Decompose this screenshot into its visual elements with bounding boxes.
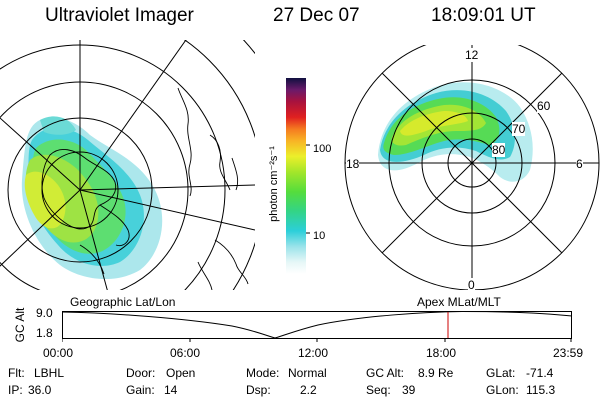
info-glon-value: 115.3	[526, 383, 556, 397]
timeline-xtick-3: 18:00	[426, 346, 457, 360]
info-dsp-key: Dsp:	[246, 383, 271, 397]
magnetic-polar-map	[344, 45, 600, 290]
info-ip-value: 36.0	[28, 383, 52, 397]
colorbar-gradient	[286, 78, 306, 274]
header-date: 27 Dec 07	[273, 5, 360, 26]
info-gcalt-key: GC Alt:	[366, 366, 405, 380]
timeline-xtick-4: 23:59	[553, 346, 584, 360]
info-flt-key: Flt:	[8, 366, 25, 380]
geo-panel-caption: Geographic Lat/Lon	[70, 295, 176, 309]
info-gain-value: 14	[164, 383, 178, 397]
mlt-label-0: 0	[468, 278, 475, 292]
info-glat-value: -71.4	[526, 366, 554, 380]
mag-panel-caption: Apex MLat/MLT	[417, 295, 501, 309]
timeline-xtick-1: 06:00	[170, 346, 201, 360]
app-title: Ultraviolet Imager	[45, 5, 194, 26]
info-seq-key: Seq:	[366, 383, 391, 397]
longitude-grid	[0, 40, 255, 290]
colorbar	[286, 78, 310, 274]
mag-emission	[378, 82, 533, 182]
info-mode-value: Normal	[288, 366, 327, 380]
info-seq-value: 39	[402, 383, 416, 397]
mlat-label-80: 80	[492, 143, 506, 157]
altitude-curve	[62, 310, 573, 339]
info-flt-value: LBHL	[34, 366, 65, 380]
mlt-label-6: 6	[576, 157, 583, 171]
info-glon-key: GLon:	[486, 383, 519, 397]
info-door-key: Door:	[126, 366, 156, 380]
info-dsp-value: 2.2	[300, 383, 317, 397]
mlt-label-18: 18	[346, 157, 360, 171]
timeline-ytick-low: 1.8	[36, 326, 53, 340]
info-glat-key: GLat:	[486, 366, 516, 380]
colorbar-ylabel: photon cm⁻²s⁻¹	[268, 146, 280, 222]
mlt-label-12: 12	[465, 48, 479, 62]
geographic-map	[0, 40, 255, 290]
timeline-plot	[62, 310, 573, 342]
info-mode-key: Mode:	[246, 366, 280, 380]
timeline-ylabel: GC Alt	[13, 307, 27, 343]
mlat-label-60: 60	[537, 99, 551, 113]
timeline-ytick-high: 9.0	[36, 306, 53, 320]
timeline-xticks	[62, 338, 572, 342]
colorbar-tick-label-100: 100	[313, 143, 332, 155]
header-time: 18:09:01 UT	[431, 5, 536, 26]
timeline-xtick-2: 12:00	[298, 346, 329, 360]
mlt-grid	[345, 45, 599, 290]
info-gain-key: Gain:	[126, 383, 155, 397]
info-door-value: Open	[166, 366, 196, 380]
coastlines	[41, 87, 249, 290]
timeline-xtick-0: 00:00	[43, 346, 74, 360]
colorbar-tick-label-10: 10	[313, 230, 326, 242]
info-ip-key: IP:	[8, 383, 23, 397]
mlat-label-70: 70	[512, 122, 526, 136]
info-gcalt-value: 8.9 Re	[418, 366, 454, 380]
